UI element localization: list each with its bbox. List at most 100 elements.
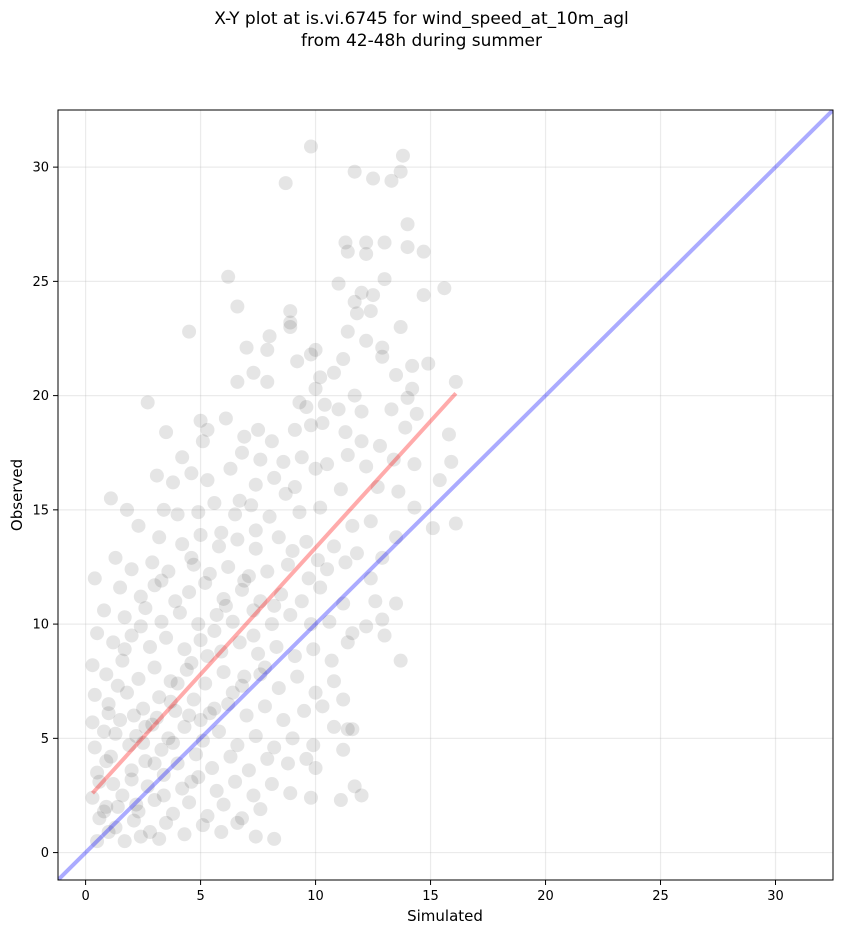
scatter-point	[90, 834, 105, 849]
scatter-point	[131, 671, 146, 686]
scatter-point	[257, 699, 272, 714]
scatter-point	[117, 610, 132, 625]
scatter-point	[154, 742, 169, 757]
scatter-point	[313, 370, 328, 385]
scatter-point	[209, 607, 224, 622]
scatter-point	[156, 788, 171, 803]
scatter-point	[432, 473, 447, 488]
y-tick-label: 20	[32, 389, 49, 404]
x-axis-label: Simulated	[407, 907, 483, 925]
scatter-point	[264, 434, 279, 449]
scatter-point	[230, 532, 245, 547]
scatter-point	[400, 240, 415, 255]
scatter-point	[283, 786, 298, 801]
scatter-point	[359, 246, 374, 261]
scatter-point	[248, 541, 263, 556]
scatter-point	[108, 726, 123, 741]
scatter-point	[136, 701, 151, 716]
scatter-point	[287, 649, 302, 664]
scatter-point	[99, 754, 114, 769]
y-tick-label: 0	[41, 846, 49, 861]
scatter-point	[262, 509, 277, 524]
scatter-point	[142, 825, 157, 840]
scatter-point	[113, 713, 128, 728]
scatter-point	[299, 751, 314, 766]
scatter-point	[191, 617, 206, 632]
scatter-point	[172, 605, 187, 620]
scatter-point	[354, 285, 369, 300]
scatter-point	[257, 660, 272, 675]
scatter-point	[214, 644, 229, 659]
scatter-point	[115, 653, 130, 668]
scatter-point	[115, 788, 130, 803]
scatter-point	[359, 235, 374, 250]
y-axis-label: Observed	[8, 459, 26, 531]
scatter-point	[96, 804, 111, 819]
scatter-point	[366, 171, 381, 186]
scatter-point	[308, 342, 323, 357]
scatter-point	[398, 420, 413, 435]
scatter-point	[239, 708, 254, 723]
scatter-point	[333, 793, 348, 808]
scatter-point	[232, 493, 247, 508]
scatter-point	[347, 294, 362, 309]
y-tick-label: 10	[32, 618, 49, 633]
scatter-point	[389, 596, 404, 611]
scatter-point	[324, 653, 339, 668]
scatter-point	[218, 598, 233, 613]
chart-title-line-2: from 42-48h during summer	[301, 31, 542, 51]
scatter-point	[280, 756, 295, 771]
scatter-point	[85, 790, 100, 805]
scatter-point	[108, 550, 123, 565]
grid	[58, 110, 833, 880]
scatter-point	[292, 505, 307, 520]
scatter-point	[200, 809, 215, 824]
scatter-point	[349, 546, 364, 561]
scatter-point	[161, 564, 176, 579]
scatter-point	[177, 642, 192, 657]
scatter-point	[126, 708, 141, 723]
scatter-point	[244, 498, 259, 513]
scatter-point	[391, 484, 406, 499]
scatter-point	[103, 749, 118, 764]
scatter-point	[308, 685, 323, 700]
scatter-point	[122, 738, 137, 753]
scatter-point	[448, 516, 463, 531]
scatter-point	[221, 559, 236, 574]
x-tick-label: 5	[196, 889, 204, 904]
scatter-point	[393, 320, 408, 335]
scatter-point	[303, 139, 318, 154]
scatter-point	[354, 788, 369, 803]
scatter-point	[184, 774, 199, 789]
scatter-point	[103, 491, 118, 506]
scatter-point	[198, 676, 213, 691]
scatter-point	[260, 374, 275, 389]
scatter-point	[359, 333, 374, 348]
scatter-point	[278, 176, 293, 191]
scatter-point	[124, 628, 139, 643]
scatter-point	[354, 434, 369, 449]
scatter-point	[142, 639, 157, 654]
scatter-point	[175, 450, 190, 465]
scatter-points	[85, 139, 463, 849]
y-tick-label: 5	[41, 732, 49, 747]
scatter-point	[87, 687, 102, 702]
scatter-point	[345, 626, 360, 641]
scatter-point	[156, 502, 171, 517]
scatter-point	[87, 571, 102, 586]
scatter-point	[303, 617, 318, 632]
lines	[58, 110, 833, 880]
scatter-point	[326, 719, 341, 734]
scatter-point	[186, 692, 201, 707]
scatter-point	[237, 573, 252, 588]
scatter-point	[165, 735, 180, 750]
scatter-point	[129, 729, 144, 744]
scatter-point	[124, 763, 139, 778]
scatter-point	[237, 429, 252, 444]
scatter-point	[124, 562, 139, 577]
scatter-point	[349, 306, 364, 321]
scatter-point	[106, 635, 121, 650]
scatter-point	[363, 571, 378, 586]
scatter-point	[101, 697, 116, 712]
scatter-point	[211, 539, 226, 554]
